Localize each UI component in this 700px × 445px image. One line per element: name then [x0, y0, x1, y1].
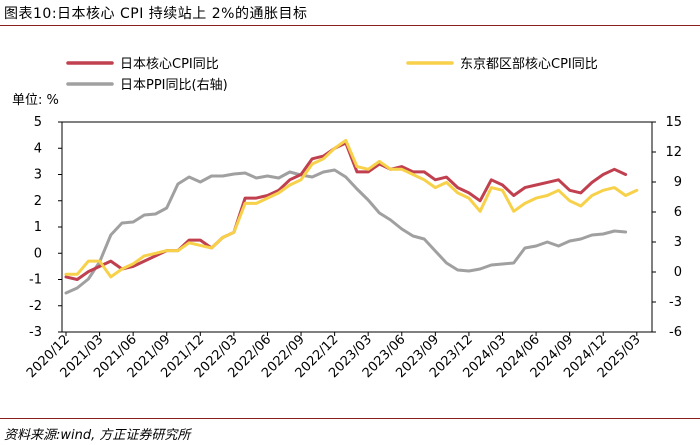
y-right-tick-label: -6	[669, 325, 682, 340]
y-left-tick-label: -1	[29, 273, 42, 288]
series-line-0	[64, 141, 628, 281]
axes-group: 单位: %-3-2-1012345-6-3036912152020/122021…	[12, 93, 682, 381]
series-line-1	[64, 138, 639, 279]
y-left-tick-label: 4	[34, 141, 42, 156]
y-right-tick-label: 3	[674, 235, 682, 250]
y-right-tick-label: -3	[669, 295, 682, 310]
source-rule	[0, 418, 700, 419]
y-left-tick-label: 0	[34, 246, 42, 261]
y-right-tick-label: 15	[665, 115, 682, 130]
figure-title: 图表10:日本核心 CPI 持续站上 2%的通胀目标	[4, 6, 308, 22]
y-left-tick-label: 1	[34, 220, 42, 235]
legend-label-2: 日本PPI同比(右轴)	[120, 78, 228, 93]
y-left-tick-label: -2	[29, 299, 42, 314]
y-left-tick-label: -3	[29, 325, 42, 340]
series-line-2	[64, 168, 628, 295]
series-group	[64, 138, 639, 295]
y-left-tick-label: 5	[34, 115, 42, 130]
y-right-tick-label: 0	[674, 265, 682, 280]
y-left-tick-label: 2	[34, 194, 42, 209]
y-right-tick-label: 12	[665, 145, 682, 160]
title-rule	[0, 25, 700, 26]
y-left-tick-label: 3	[34, 168, 42, 183]
y-axis-unit-label: 单位: %	[12, 93, 59, 108]
plot-frame	[61, 121, 653, 333]
legend-label-1: 东京都区部核心CPI同比	[460, 57, 598, 72]
legend-label-0: 日本核心CPI同比	[120, 57, 219, 72]
y-right-tick-label: 9	[674, 175, 682, 190]
y-right-tick-label: 6	[674, 205, 682, 220]
source-note: 资料来源:wind, 方正证券研究所	[4, 428, 191, 443]
